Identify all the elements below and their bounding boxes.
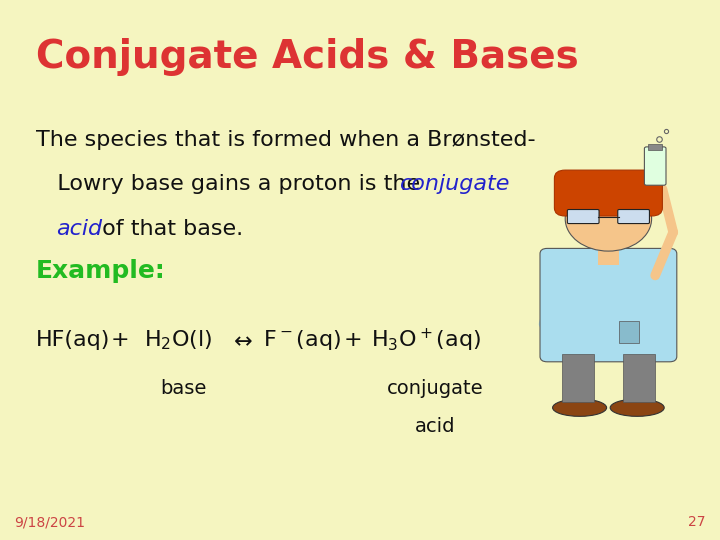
Text: Example:: Example:: [36, 259, 166, 283]
Text: of that base.: of that base.: [95, 219, 243, 239]
Text: 27: 27: [688, 515, 706, 529]
Ellipse shape: [552, 399, 606, 416]
FancyBboxPatch shape: [598, 243, 619, 265]
Text: base: base: [161, 379, 207, 399]
FancyBboxPatch shape: [554, 170, 662, 216]
FancyBboxPatch shape: [618, 210, 649, 224]
FancyBboxPatch shape: [644, 147, 666, 185]
Text: acid: acid: [56, 219, 102, 239]
Text: The species that is formed when a Brønsted-: The species that is formed when a Brønst…: [36, 130, 536, 150]
FancyBboxPatch shape: [619, 321, 639, 343]
Text: H$_2$O(l): H$_2$O(l): [144, 328, 212, 352]
Text: H$_3$O$^+$(aq): H$_3$O$^+$(aq): [371, 327, 481, 354]
FancyBboxPatch shape: [623, 354, 655, 402]
Text: conjugate: conjugate: [387, 379, 484, 399]
Text: $\leftrightarrow$: $\leftrightarrow$: [229, 330, 253, 350]
Text: F$^-$(aq): F$^-$(aq): [263, 328, 341, 352]
Ellipse shape: [611, 399, 665, 416]
Text: Lowry base gains a proton is the: Lowry base gains a proton is the: [36, 174, 427, 194]
Text: conjugate: conjugate: [400, 174, 510, 194]
Text: +: +: [111, 330, 130, 350]
FancyBboxPatch shape: [567, 210, 599, 224]
FancyBboxPatch shape: [562, 354, 594, 402]
Text: HF(aq): HF(aq): [36, 330, 110, 350]
Circle shape: [565, 186, 652, 251]
Text: Conjugate Acids & Bases: Conjugate Acids & Bases: [36, 38, 579, 76]
Text: acid: acid: [415, 417, 456, 436]
FancyBboxPatch shape: [540, 248, 677, 362]
FancyBboxPatch shape: [648, 144, 662, 150]
Text: 9/18/2021: 9/18/2021: [14, 515, 86, 529]
Text: +: +: [343, 330, 362, 350]
